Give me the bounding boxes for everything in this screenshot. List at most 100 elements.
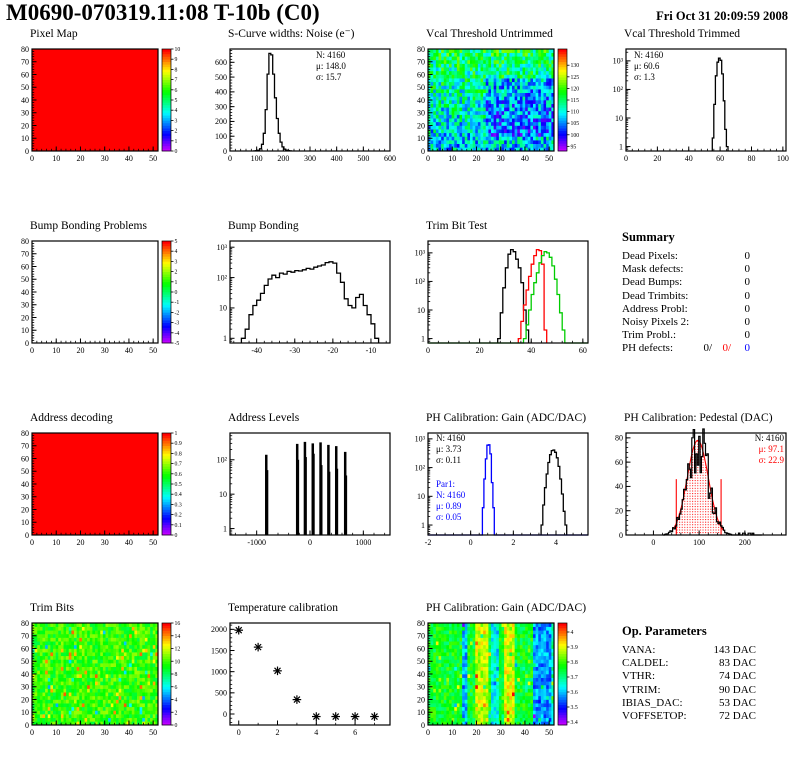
svg-text:20: 20 [21, 121, 29, 130]
summary-row-ph-defects: PH defects: 0/ 0/ 0 [622, 342, 750, 355]
svg-text:10: 10 [615, 114, 623, 123]
svg-text:N: 4160: N: 4160 [436, 490, 466, 500]
svg-text:110: 110 [571, 110, 580, 116]
svg-text:0: 0 [426, 154, 430, 163]
svg-text:10: 10 [175, 47, 181, 53]
svg-text:0: 0 [421, 147, 425, 156]
svg-text:σ: 15.7: σ: 15.7 [316, 72, 342, 82]
temperature-calibration-chart: 0 2 4 6 0 500 1000 1500 2000 [211, 622, 391, 737]
svg-text:-2: -2 [425, 538, 432, 547]
svg-text:80: 80 [747, 154, 755, 163]
svg-text:40: 40 [21, 480, 29, 489]
svg-text:50: 50 [21, 467, 29, 476]
svg-text:10: 10 [448, 154, 456, 163]
svg-text:1: 1 [421, 334, 425, 343]
trim-bit-test-chart: 0 20 40 60 1 10 10² 10³ [415, 240, 589, 355]
svg-text:40: 40 [685, 154, 693, 163]
svg-text:2: 2 [175, 129, 178, 135]
svg-text:16: 16 [175, 621, 181, 627]
svg-text:70: 70 [21, 632, 29, 641]
svg-text:6: 6 [353, 728, 357, 737]
svg-text:10: 10 [52, 154, 60, 163]
param-row: VANA: 143 DAC [622, 644, 756, 657]
svg-text:0: 0 [25, 339, 29, 348]
svg-text:200: 200 [739, 538, 751, 547]
svg-text:10: 10 [417, 306, 425, 315]
svg-text:0.4: 0.4 [175, 492, 182, 498]
svg-text:10: 10 [21, 518, 29, 527]
svg-text:40: 40 [417, 96, 425, 105]
address-levels-chart: -1000 0 1000 1 10 10² [217, 432, 391, 547]
svg-text:40: 40 [125, 346, 133, 355]
svg-text:20: 20 [76, 538, 84, 547]
svg-text:80: 80 [615, 434, 623, 443]
ph-gain-map-chart: 3.43.53.63.73.83.940 10 20 30 40 500102030405… [417, 619, 578, 737]
svg-text:10³: 10³ [415, 249, 426, 258]
cell-scurve-noise: S-Curve widths: Noise (e⁻) 0 100 200 300 400… [202, 28, 398, 170]
svg-text:0.3: 0.3 [175, 502, 182, 508]
svg-text:0.2: 0.2 [175, 513, 182, 519]
ph-defects-blue: 0 [744, 342, 751, 355]
scurve-noise-chart: 0 100 200 300 400 500 600 0 100 200 300 400 500 600 N:… [215, 48, 396, 163]
svg-text:60: 60 [21, 70, 29, 79]
svg-text:20: 20 [76, 346, 84, 355]
svg-text:1: 1 [175, 431, 178, 437]
svg-text:2: 2 [276, 728, 280, 737]
row-label: PH defects: [622, 342, 674, 355]
summary-row: Dead Trimbits: 0 [622, 290, 750, 303]
svg-text:N: 4160: N: 4160 [316, 50, 346, 60]
svg-text:400: 400 [331, 154, 343, 163]
svg-text:σ: 22.9: σ: 22.9 [759, 455, 785, 465]
pixel-map-chart: 0 1 2 3 4 5 6 7 8 9 10 0 10 20 30 40 50 0 10 20 30 40 50 60 70 80 [21, 45, 181, 163]
svg-text:0: 0 [30, 728, 34, 737]
svg-text:Par1:: Par1: [436, 479, 455, 489]
svg-text:40: 40 [615, 482, 623, 491]
svg-text:2: 2 [511, 538, 515, 547]
summary-row: Trim Probl.: 0 [622, 329, 750, 342]
svg-text:0: 0 [25, 531, 29, 540]
param-row: CALDEL: 83 DAC [622, 657, 756, 670]
svg-text:500: 500 [357, 154, 369, 163]
svg-text:80: 80 [21, 45, 29, 54]
cell-vcal-untrimmed: Vcal Threshold Untrimmed 95 100 105 110 115 1… [400, 28, 596, 170]
svg-text:1000: 1000 [355, 538, 371, 547]
svg-text:10: 10 [21, 326, 29, 335]
bump-bonding-chart: -40 -30 -20 -10 1 10 10² 10³ [217, 240, 391, 355]
svg-text:40: 40 [125, 728, 133, 737]
svg-text:95: 95 [571, 144, 577, 150]
row-label: Dead Pixels: [622, 250, 678, 262]
svg-text:30: 30 [417, 109, 425, 118]
row-value: 0 [744, 250, 751, 262]
row-label: VTHR: [622, 670, 655, 683]
row-value: 53 DAC [719, 696, 756, 709]
plot-title-vcal-trimmed: Vcal Threshold Trimmed [624, 28, 741, 40]
svg-text:20: 20 [472, 154, 480, 163]
row-value: 72 DAC [719, 710, 756, 723]
svg-text:40: 40 [125, 538, 133, 547]
svg-text:8: 8 [175, 67, 178, 73]
svg-text:1: 1 [223, 334, 227, 343]
svg-text:70: 70 [417, 58, 425, 67]
plot-title-vcal-untrimmed: Vcal Threshold Untrimmed [426, 28, 553, 40]
svg-text:σ: 0.11: σ: 0.11 [436, 455, 461, 465]
svg-text:σ: 0.05: σ: 0.05 [436, 512, 462, 522]
page-title: M0690-070319.11:08 T-10b (C0) [6, 0, 320, 25]
row-label: IBIAS_DAC: [622, 696, 683, 709]
svg-text:-1: -1 [175, 300, 180, 306]
svg-text:2: 2 [175, 270, 178, 276]
row-value: 83 DAC [719, 657, 756, 670]
svg-text:115: 115 [571, 98, 580, 104]
svg-text:0: 0 [228, 154, 232, 163]
svg-text:10: 10 [52, 346, 60, 355]
svg-text:0.6: 0.6 [175, 472, 182, 478]
row-label: Dead Trimbits: [622, 289, 689, 302]
svg-text:10³: 10³ [613, 57, 624, 66]
svg-text:4: 4 [175, 698, 178, 704]
svg-text:30: 30 [101, 728, 109, 737]
svg-text:10²: 10² [415, 277, 426, 286]
svg-text:10: 10 [52, 728, 60, 737]
svg-text:1500: 1500 [211, 646, 227, 655]
row-label: VANA: [622, 644, 656, 656]
svg-text:10²: 10² [217, 456, 228, 465]
